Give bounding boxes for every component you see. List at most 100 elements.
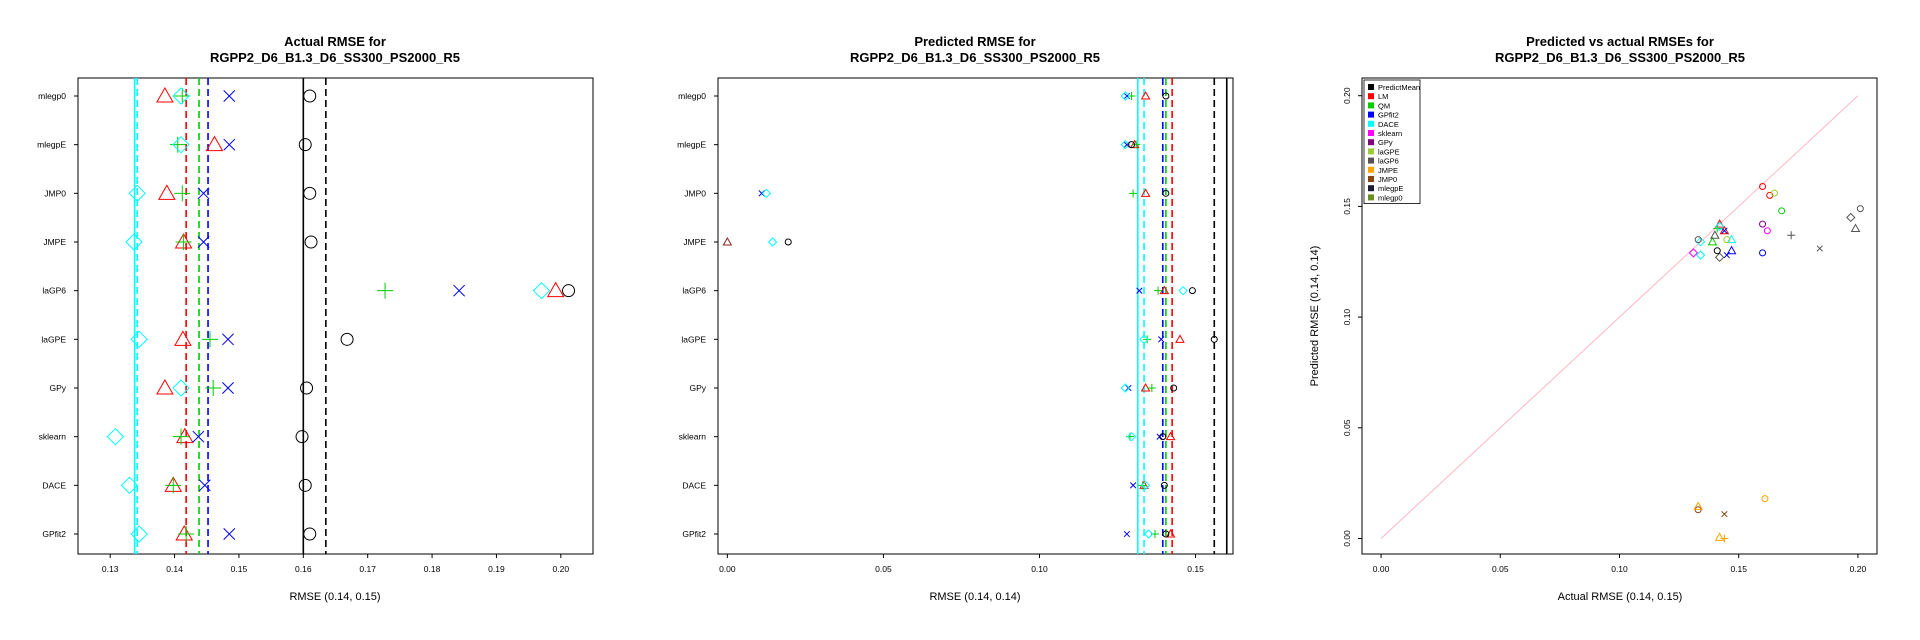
y-tick-label: mlegpE bbox=[677, 140, 706, 150]
data-point-circle bbox=[298, 138, 312, 152]
data-point-x bbox=[1723, 251, 1730, 259]
data-point-triangle bbox=[1693, 501, 1704, 510]
panel1-y-axis: mlegp0 mlegpE JMP0 JMPE laGP6 laGPE GPy sklearn… bbox=[37, 91, 78, 539]
data-point-x bbox=[1125, 384, 1132, 392]
data-point-diamond bbox=[1714, 252, 1725, 263]
legend-label: JMP0 bbox=[1378, 175, 1397, 184]
data-point-x bbox=[1721, 227, 1728, 234]
legend-label: laGP6 bbox=[1378, 157, 1399, 166]
legend-label: LM bbox=[1378, 92, 1388, 101]
x-tick-label: 0.15 bbox=[1187, 564, 1204, 574]
data-point-circle bbox=[295, 430, 309, 444]
y-tick-label: sklearn bbox=[39, 432, 67, 442]
panel2-title: Predicted RMSE for bbox=[914, 34, 1035, 49]
y-tick-label: 0.10 bbox=[1342, 309, 1352, 326]
panel3-title: Predicted vs actual RMSEs for bbox=[1526, 34, 1714, 49]
data-point-diamond bbox=[1695, 250, 1706, 260]
panel3-legend: PredictMeanLMQMGPfit2DACEsklearnGPylaGPE… bbox=[1363, 79, 1421, 204]
data-point-circle bbox=[1759, 249, 1767, 257]
y-tick-label: sklearn bbox=[679, 432, 707, 442]
data-point-plus bbox=[1138, 481, 1147, 490]
data-point-triangle bbox=[1719, 225, 1730, 235]
x-tick-label: 0.16 bbox=[295, 564, 312, 574]
panel2-subtitle: RGPP2_D6_B1.3_D6_SS300_PS2000_R5 bbox=[850, 50, 1100, 65]
data-point-plus bbox=[1132, 140, 1141, 149]
data-point-x bbox=[223, 138, 236, 151]
data-point-circle bbox=[1759, 220, 1767, 228]
panel3-x-label: Actual RMSE (0.14, 0.15) bbox=[1558, 591, 1683, 603]
legend-swatch bbox=[1368, 194, 1374, 201]
legend-label: DACE bbox=[1378, 120, 1399, 129]
y-tick-label: mlegpE bbox=[37, 140, 66, 150]
panel-actual-rmse: Actual RMSE for RGPP2_D6_B1.3_D6_SS300_P… bbox=[37, 34, 594, 603]
y-tick-label: laGPE bbox=[681, 334, 706, 344]
x-tick-label: 0.15 bbox=[231, 564, 248, 574]
data-point-circle bbox=[1778, 207, 1786, 215]
panel-predicted-rmse: Predicted RMSE for RGPP2_D6_B1.3_D6_SS30… bbox=[677, 34, 1234, 603]
panel3-x-axis: 0.00 0.05 0.10 0.15 0.20 bbox=[1373, 554, 1866, 574]
data-point-diamond bbox=[172, 379, 190, 397]
legend-label: GPfit2 bbox=[1378, 111, 1399, 120]
legend-swatch bbox=[1368, 93, 1374, 100]
y-tick-label: 0.05 bbox=[1342, 419, 1352, 436]
legend-swatch bbox=[1368, 157, 1374, 164]
panel1-x-axis: 0.13 0.14 0.15 0.16 0.17 0.18 0.19 0.20 bbox=[102, 554, 569, 574]
y-tick-label: DACE bbox=[682, 480, 706, 490]
data-point-triangle bbox=[1175, 334, 1185, 343]
data-point-circle bbox=[1856, 205, 1864, 213]
legend-swatch bbox=[1368, 185, 1374, 192]
data-point-diamond bbox=[761, 188, 772, 199]
panel3-y-axis: 0.00 0.05 0.10 0.15 0.20 bbox=[1342, 87, 1362, 547]
data-point-x bbox=[222, 333, 234, 346]
data-point-triangle bbox=[1140, 188, 1151, 197]
x-tick-label: 0.15 bbox=[1730, 564, 1747, 574]
data-point-x bbox=[1816, 245, 1823, 252]
data-point-circle bbox=[1128, 141, 1136, 149]
panel3-identity-line bbox=[1380, 95, 1859, 539]
data-point-x bbox=[197, 187, 210, 200]
data-point-triangle bbox=[175, 524, 194, 541]
data-point-circle bbox=[562, 284, 576, 298]
data-point-x bbox=[222, 382, 234, 394]
data-point-x bbox=[453, 284, 466, 297]
data-point-triangle bbox=[205, 135, 224, 152]
data-point-diamond bbox=[767, 237, 778, 247]
x-tick-label: 0.10 bbox=[1611, 564, 1628, 574]
data-point-circle bbox=[1162, 189, 1170, 197]
data-point-triangle bbox=[1714, 219, 1725, 228]
y-tick-label: laGP6 bbox=[42, 286, 66, 296]
data-point-circle bbox=[300, 381, 314, 395]
legend-label: mlegp0 bbox=[1378, 193, 1403, 202]
data-point-plus bbox=[205, 380, 222, 396]
data-point-plus bbox=[174, 185, 191, 202]
legend-label: QM bbox=[1378, 101, 1390, 110]
data-point-circle bbox=[1162, 92, 1170, 100]
x-tick-label: 0.19 bbox=[488, 564, 505, 574]
data-point-plus bbox=[173, 428, 189, 445]
x-tick-label: 0.13 bbox=[102, 564, 119, 574]
data-point-x bbox=[198, 479, 211, 492]
legend-swatch bbox=[1368, 176, 1374, 182]
y-tick-label: JMP0 bbox=[44, 188, 66, 198]
data-point-circle bbox=[1723, 236, 1731, 244]
x-tick-label: 0.10 bbox=[1031, 564, 1048, 574]
data-point-triangle bbox=[1850, 223, 1861, 233]
data-point-x bbox=[192, 430, 205, 443]
legend-label: laGPE bbox=[1378, 147, 1400, 156]
data-point-circle bbox=[1761, 495, 1769, 503]
data-point-diamond bbox=[1144, 529, 1154, 539]
y-tick-label: laGPE bbox=[41, 334, 66, 344]
data-point-triangle bbox=[1140, 382, 1151, 392]
data-point-x bbox=[197, 236, 210, 248]
y-tick-label: GPfit2 bbox=[42, 529, 66, 539]
y-tick-label: laGP6 bbox=[682, 286, 706, 296]
data-point-diamond bbox=[120, 476, 139, 495]
data-point-circle bbox=[1770, 189, 1778, 197]
data-point-diamond bbox=[532, 281, 551, 300]
legend-label: PredictMean bbox=[1378, 83, 1420, 92]
data-point-plus bbox=[1787, 231, 1796, 240]
x-tick-label: 0.14 bbox=[166, 564, 183, 574]
data-point-diamond bbox=[172, 135, 190, 154]
y-tick-label: mlegp0 bbox=[38, 91, 66, 101]
data-point-triangle bbox=[176, 427, 194, 444]
